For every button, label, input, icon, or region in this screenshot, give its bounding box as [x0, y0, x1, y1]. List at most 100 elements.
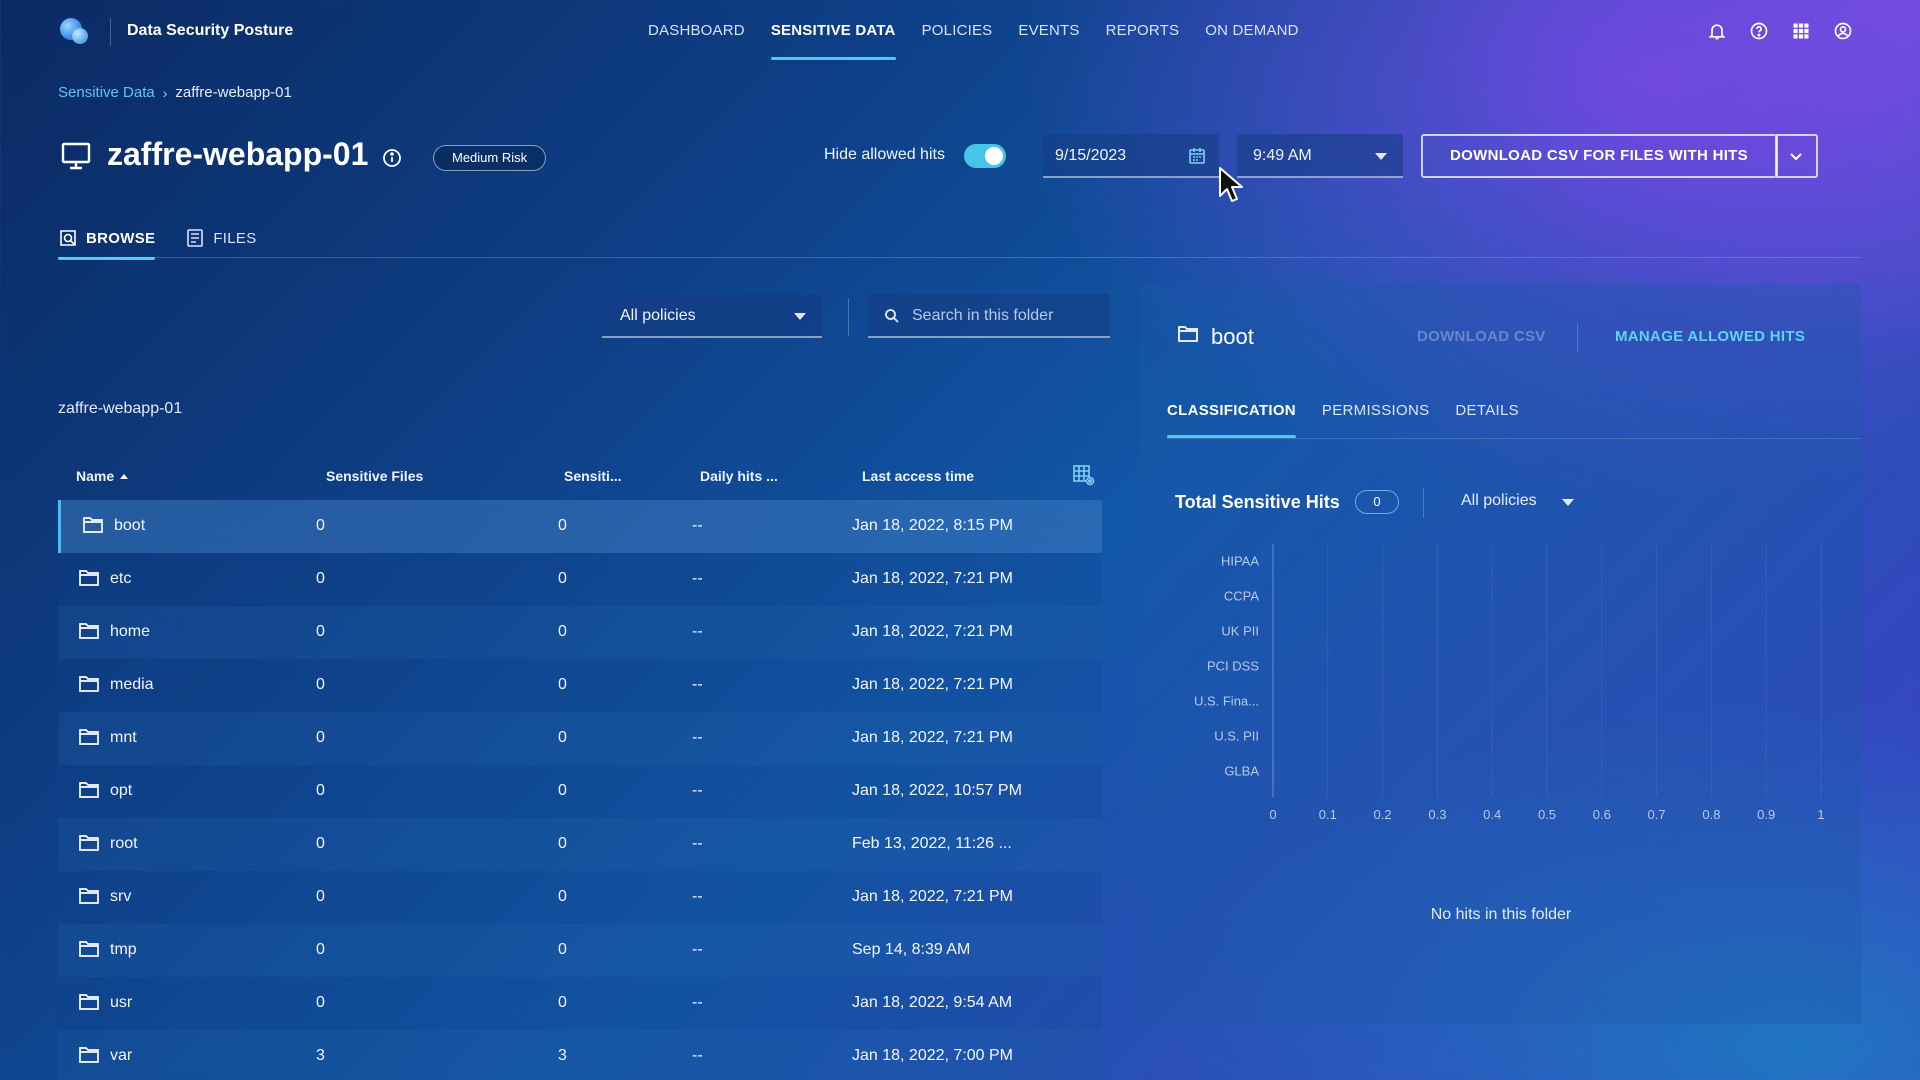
apps-grid-icon[interactable] — [1790, 20, 1812, 42]
cell-name[interactable]: var — [110, 1047, 133, 1064]
cell-sensitive-files: 3 — [316, 1047, 325, 1064]
date-picker[interactable]: 9/15/2023 — [1043, 134, 1219, 178]
cell-sensitive: 0 — [558, 888, 567, 905]
column-settings-icon[interactable] — [1072, 463, 1096, 487]
nav-on-demand[interactable]: ON DEMAND — [1205, 22, 1299, 39]
cell-daily-hits: -- — [692, 623, 703, 640]
cell-name[interactable]: media — [110, 676, 154, 693]
table-row[interactable]: var 3 3 -- Jan 18, 2022, 7:00 PM — [58, 1030, 1102, 1080]
table-row[interactable]: root 0 0 -- Feb 13, 2022, 11:26 ... — [58, 818, 1102, 871]
bell-icon[interactable] — [1706, 20, 1728, 42]
folder-icon — [79, 994, 99, 1010]
breadcrumb-sensitive-data[interactable]: Sensitive Data — [58, 84, 155, 101]
table-row[interactable]: media 0 0 -- Jan 18, 2022, 7:21 PM — [58, 659, 1102, 712]
cell-daily-hits: -- — [692, 570, 703, 587]
cell-name[interactable]: mnt — [110, 729, 137, 746]
manage-allowed-hits-button[interactable]: MANAGE ALLOWED HITS — [1615, 328, 1806, 345]
policy-filter-value: All policies — [620, 307, 696, 324]
table-row[interactable]: boot 0 0 -- Jan 18, 2022, 8:15 PM — [58, 500, 1102, 553]
mouse-cursor-icon — [1219, 167, 1243, 202]
policy-filter-select[interactable]: All policies — [602, 294, 822, 338]
folder-search[interactable] — [868, 294, 1110, 338]
cell-name[interactable]: root — [110, 835, 138, 852]
cell-last-access: Jan 18, 2022, 7:21 PM — [852, 888, 1013, 905]
search-input[interactable] — [912, 304, 1102, 328]
tab-classification[interactable]: CLASSIFICATION — [1167, 402, 1296, 438]
cell-name[interactable]: home — [110, 623, 151, 640]
panel-header-divider — [1577, 324, 1578, 352]
tab-details[interactable]: DETAILS — [1455, 402, 1519, 419]
chart-category-label: U.S. PII — [1214, 729, 1259, 744]
chart-x-tick-label: 0.6 — [1593, 807, 1611, 822]
current-folder-path: zaffre-webapp-01 — [58, 400, 183, 417]
cell-sensitive-files: 0 — [316, 570, 325, 587]
table-row[interactable]: usr 0 0 -- Jan 18, 2022, 9:54 AM — [58, 977, 1102, 1030]
chart-x-tick-label: 0.2 — [1374, 807, 1392, 822]
column-header-sensitive[interactable]: Sensiti... — [564, 468, 622, 484]
info-icon[interactable] — [382, 148, 402, 168]
cell-last-access: Sep 14, 8:39 AM — [852, 941, 971, 958]
table-header: Name Sensitive Files Sensiti... Daily hi… — [58, 452, 1102, 500]
chart-x-tick-label: 0.4 — [1483, 807, 1501, 822]
tab-files[interactable]: FILES — [185, 218, 256, 258]
cell-name[interactable]: srv — [110, 888, 132, 905]
cell-sensitive: 0 — [558, 994, 567, 1011]
download-csv-files-with-hits-button[interactable]: DOWNLOAD CSV FOR FILES WITH HITS — [1421, 134, 1777, 178]
cell-daily-hits: -- — [692, 517, 703, 534]
chart-policy-select[interactable]: All policies — [1461, 492, 1537, 509]
monitor-icon — [60, 140, 92, 172]
folder-icon — [79, 570, 99, 586]
nav-reports[interactable]: REPORTS — [1105, 22, 1180, 39]
table-row[interactable]: mnt 0 0 -- Jan 18, 2022, 7:21 PM — [58, 712, 1102, 765]
app-logo[interactable] — [60, 18, 90, 46]
table-row[interactable]: etc 0 0 -- Jan 18, 2022, 7:21 PM — [58, 553, 1102, 606]
hide-allowed-toggle[interactable] — [964, 144, 1006, 168]
cell-name[interactable]: usr — [110, 994, 133, 1011]
sort-ascending-icon — [120, 474, 129, 479]
classification-bar-chart: 0 0.1 0.2 0.3 0.4 0.5 0.6 0.7 0.8 0.9 1 HIPAA CCPA UK… — [1194, 544, 1825, 822]
chart-category-label: U.S. Fina... — [1194, 694, 1259, 709]
tab-browse[interactable]: BROWSE — [58, 218, 156, 260]
cell-name[interactable]: etc — [110, 570, 132, 587]
cell-sensitive: 0 — [558, 570, 567, 587]
table-row[interactable]: opt 0 0 -- Jan 18, 2022, 10:57 PM — [58, 765, 1102, 818]
nav-events[interactable]: EVENTS — [1018, 22, 1080, 39]
download-options-button[interactable] — [1776, 134, 1818, 178]
cell-daily-hits: -- — [692, 676, 703, 693]
nav-dashboard[interactable]: DASHBOARD — [648, 22, 745, 39]
view-tabs: BROWSE FILES — [58, 218, 257, 260]
caret-down-icon[interactable] — [1562, 499, 1574, 506]
column-header-daily-hits[interactable]: Daily hits ... — [700, 468, 778, 484]
nav-sensitive-data[interactable]: SENSITIVE DATA — [770, 0, 896, 60]
calendar-icon[interactable] — [1187, 146, 1207, 166]
chart-x-tick-label: 0.1 — [1319, 807, 1337, 822]
folder-icon — [79, 1047, 99, 1063]
caret-down-icon — [1375, 153, 1387, 160]
account-icon[interactable] — [1832, 20, 1854, 42]
cell-name[interactable]: boot — [114, 517, 146, 534]
table-row[interactable]: tmp 0 0 -- Sep 14, 8:39 AM — [58, 924, 1102, 977]
chart-x-tick-label: 0.5 — [1538, 807, 1556, 822]
cell-name[interactable]: opt — [110, 782, 133, 799]
column-header-sensitive-files[interactable]: Sensitive Files — [326, 468, 424, 484]
nav-policies[interactable]: POLICIES — [921, 22, 993, 39]
tab-permissions[interactable]: PERMISSIONS — [1321, 402, 1430, 419]
chart-category-label: CCPA — [1224, 589, 1259, 604]
cell-name[interactable]: tmp — [110, 941, 137, 958]
help-icon[interactable] — [1748, 20, 1770, 42]
time-value: 9:49 AM — [1253, 147, 1312, 164]
cell-daily-hits: -- — [692, 729, 703, 746]
cell-last-access: Jan 18, 2022, 10:57 PM — [852, 782, 1022, 799]
chart-x-tick-label: 0.7 — [1648, 807, 1666, 822]
cell-sensitive-files: 0 — [316, 994, 325, 1011]
panel-download-csv-button[interactable]: DOWNLOAD CSV — [1417, 328, 1546, 345]
column-header-name[interactable]: Name — [76, 468, 129, 484]
time-select[interactable]: 9:49 AM — [1237, 134, 1403, 178]
cell-daily-hits: -- — [692, 1047, 703, 1064]
folder-icon — [79, 941, 99, 957]
chevron-down-icon — [1790, 153, 1802, 161]
column-header-last-access[interactable]: Last access time — [862, 468, 975, 484]
table-row[interactable]: home 0 0 -- Jan 18, 2022, 7:21 PM — [58, 606, 1102, 659]
folder-icon — [79, 676, 99, 692]
table-row[interactable]: srv 0 0 -- Jan 18, 2022, 7:21 PM — [58, 871, 1102, 924]
